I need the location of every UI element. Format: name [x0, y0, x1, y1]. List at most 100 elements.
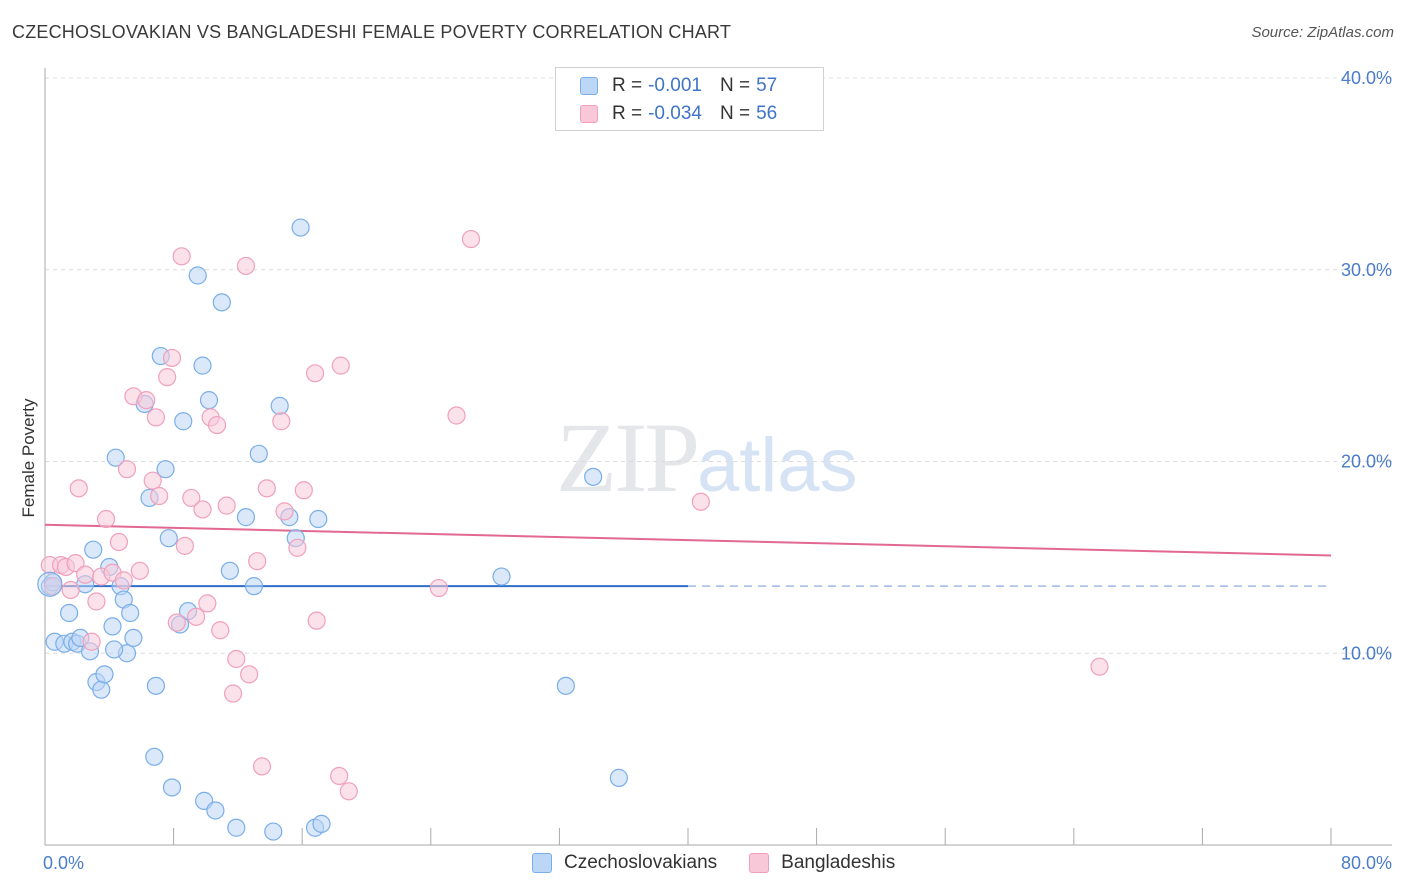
point-bangladeshis — [294, 481, 313, 500]
point-czechoslovakians — [309, 509, 328, 529]
legend-swatch-blue — [580, 77, 598, 95]
point-bangladeshis — [162, 348, 182, 368]
legend-r-label: R = — [612, 75, 643, 96]
point-bangladeshis — [143, 471, 162, 490]
point-bangladeshis — [252, 757, 272, 776]
point-czechoslovakians — [37, 571, 63, 597]
point-bangladeshis — [76, 565, 95, 584]
point-czechoslovakians — [84, 540, 103, 559]
point-bangladeshis — [175, 536, 194, 555]
point-czechoslovakians — [556, 676, 575, 695]
point-czechoslovakians — [270, 396, 289, 415]
legend-label-bangladeshis: Bangladeshis — [781, 852, 896, 873]
point-bangladeshis — [117, 460, 137, 479]
point-czechoslovakians — [236, 508, 256, 527]
point-bangladeshis — [236, 256, 256, 276]
point-bangladeshis — [87, 592, 106, 611]
point-czechoslovakians — [121, 603, 140, 623]
point-bangladeshis — [82, 632, 101, 651]
legend-n-value: 57 — [756, 75, 778, 96]
point-bangladeshis — [61, 580, 80, 600]
legend-n-value: 56 — [756, 103, 778, 124]
legend-n-label: N = — [719, 103, 751, 124]
point-czechoslovakians — [174, 412, 193, 431]
point-czechoslovakians — [162, 778, 182, 797]
point-czechoslovakians — [60, 603, 79, 623]
point-bangladeshis — [167, 613, 186, 632]
point-bangladeshis — [331, 356, 350, 375]
legend-label-czechoslovakians: Czechoslovakians — [564, 852, 718, 873]
point-czechoslovakians — [220, 561, 239, 580]
axes — [44, 68, 1392, 846]
point-czechoslovakians — [145, 747, 164, 766]
point-czechoslovakians — [312, 814, 331, 834]
legend-row-bangladeshis: R = -0.034 N = 56 — [580, 102, 777, 126]
watermark-atlas: atlas — [697, 423, 858, 508]
point-bangladeshis — [305, 364, 325, 383]
point-bangladeshis — [1090, 657, 1109, 676]
point-bangladeshis — [227, 649, 246, 669]
point-czechoslovakians — [212, 293, 231, 312]
point-bangladeshis — [193, 500, 212, 519]
point-czechoslovakians — [105, 640, 124, 659]
point-czechoslovakians — [124, 628, 143, 648]
point-czechoslovakians — [106, 448, 125, 467]
point-bangladeshis — [288, 538, 307, 557]
point-bangladeshis — [150, 486, 169, 506]
point-bangladeshis — [330, 766, 349, 786]
y-tick-label: 40.0% — [1341, 68, 1392, 88]
source-credit: Source: ZipAtlas.com — [1251, 24, 1394, 41]
point-bangladeshis — [447, 406, 466, 425]
point-bangladeshis — [339, 782, 358, 801]
legend-swatch-pink — [580, 105, 598, 123]
point-bangladeshis — [248, 552, 267, 571]
point-bangladeshis — [257, 479, 276, 498]
point-czechoslovakians — [609, 768, 628, 787]
point-czechoslovakians — [95, 665, 114, 684]
point-czechoslovakians — [492, 567, 511, 586]
point-bangladeshis — [109, 532, 129, 552]
point-bangladeshis — [429, 578, 448, 598]
point-bangladeshis — [96, 509, 116, 529]
y-tick-label: 30.0% — [1341, 260, 1392, 280]
chart-title: CZECHOSLOVAKIAN VS BANGLADESHI FEMALE PO… — [12, 22, 732, 42]
stats-legend: R = -0.001 N = 57 R = -0.034 N = 56 — [555, 67, 824, 131]
legend-r-label: R = — [612, 103, 643, 124]
gridlines — [45, 77, 1392, 654]
legend-swatch-pink — [749, 853, 770, 873]
point-czechoslovakians — [584, 467, 603, 486]
point-bangladeshis — [158, 368, 177, 387]
point-czechoslovakians — [199, 391, 219, 410]
point-czechoslovakians — [206, 801, 225, 820]
point-czechoslovakians — [244, 577, 264, 596]
x-tick-label: 80.0% — [1341, 853, 1392, 873]
point-bangladeshis — [146, 408, 166, 427]
point-bangladeshis — [461, 229, 481, 249]
legend-item-czechoslovakians[interactable]: Czechoslovakians — [532, 852, 717, 874]
x-tick-label: 0.0% — [43, 853, 84, 873]
point-bangladeshis — [217, 496, 236, 515]
y-axis-label: Female Poverty — [19, 398, 38, 518]
watermark-zip: ZIP — [556, 402, 700, 513]
watermark: ZIPatlas — [556, 400, 858, 515]
point-bangladeshis — [691, 492, 710, 511]
trend-line-bangladeshis — [44, 523, 1332, 557]
legend-item-bangladeshis[interactable]: Bangladeshis — [749, 852, 895, 874]
legend-swatch-blue — [532, 853, 552, 873]
data-points — [37, 218, 1109, 841]
point-bangladeshis — [187, 607, 206, 626]
y-tick-label: 20.0% — [1341, 452, 1392, 472]
point-bangladeshis — [275, 502, 294, 521]
point-czechoslovakians — [146, 676, 166, 695]
legend-r-value: -0.001 — [648, 75, 702, 96]
point-czechoslovakians — [156, 460, 175, 479]
point-bangladeshis — [307, 611, 326, 630]
point-bangladeshis — [172, 247, 191, 266]
point-czechoslovakians — [92, 680, 111, 699]
point-czechoslovakians — [159, 529, 178, 548]
point-bangladeshis — [182, 488, 201, 508]
point-bangladeshis — [240, 665, 259, 684]
point-bangladeshis — [211, 621, 230, 640]
point-bangladeshis — [272, 412, 291, 431]
point-czechoslovakians — [193, 356, 212, 375]
